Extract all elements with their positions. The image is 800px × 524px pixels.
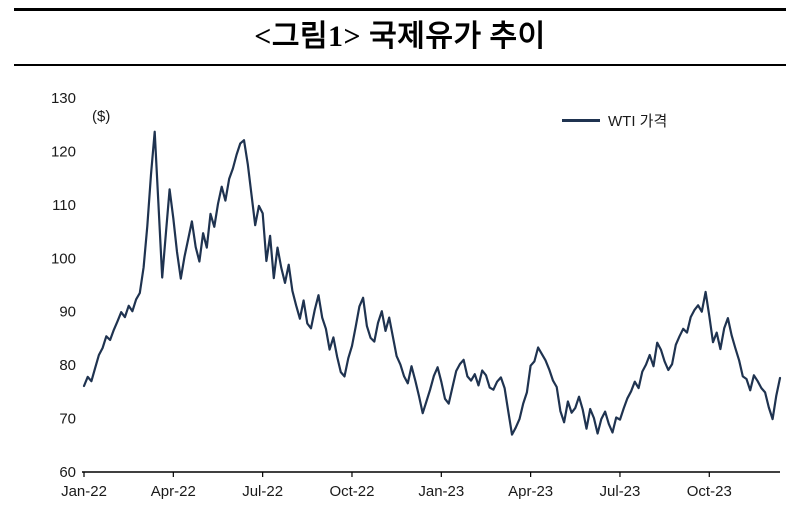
title-block: <그림1> 국제유가 추이 [14, 8, 786, 66]
chart-legend: WTI 가격 [562, 110, 667, 131]
x-tick-label: Jan-23 [418, 483, 464, 500]
y-tick-label: 80 [59, 357, 76, 374]
legend-series-label: WTI 가격 [608, 113, 668, 130]
x-tick-label: Apr-22 [151, 483, 196, 500]
y-tick-label: 110 [52, 197, 76, 214]
y-axis-unit-label: ($) [92, 108, 111, 125]
wti-price-chart: 60 70 80 90 100 110 120 130 Jan-22 Apr-22 Jul-22 Oc… [0, 66, 800, 518]
x-tick-label: Jul-23 [600, 483, 641, 500]
x-tick-label: Apr-23 [508, 483, 553, 500]
y-tick-label: 70 [59, 411, 76, 428]
x-tick-label: Jan-22 [61, 483, 107, 500]
x-tick-label: Oct-23 [687, 483, 732, 500]
y-tick-label: 130 [51, 90, 76, 107]
y-tick-label: 100 [51, 250, 76, 267]
x-tick-label: Jul-22 [242, 483, 283, 500]
page-title: <그림1> 국제유가 추이 [254, 20, 546, 53]
wti-price-series-line [82, 130, 782, 436]
y-tick-label: 120 [51, 143, 76, 160]
y-tick-label: 90 [59, 304, 76, 321]
legend-line-marker [562, 119, 600, 122]
x-tick-label: Oct-22 [329, 483, 374, 500]
y-tick-label: 60 [59, 464, 76, 481]
chart-canvas: 60 70 80 90 100 110 120 130 Jan-22 Apr-22 Jul-22 Oc… [51, 90, 782, 500]
